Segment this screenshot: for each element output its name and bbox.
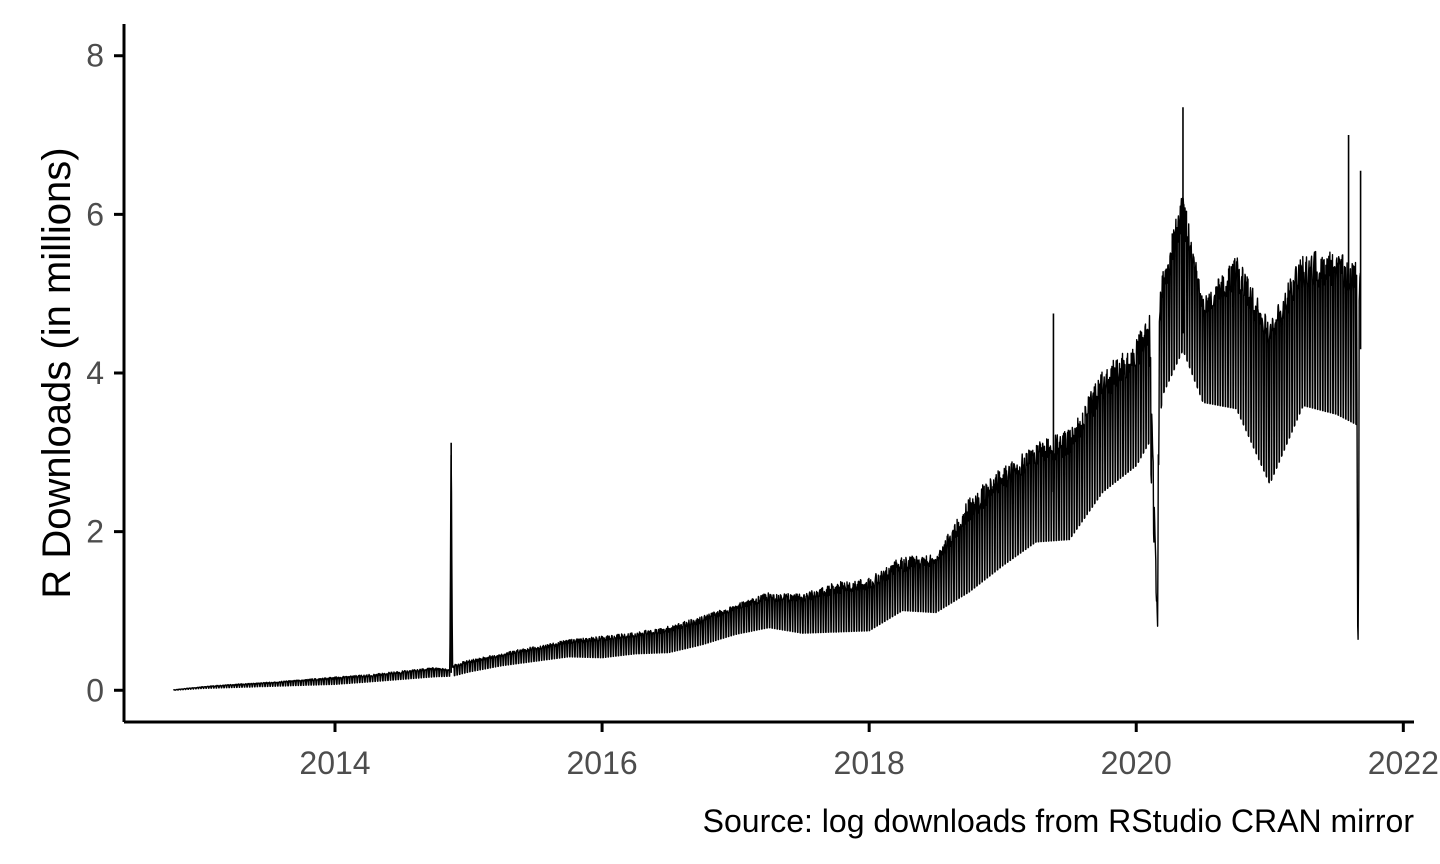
y-tick-label: 0 xyxy=(86,672,104,708)
downloads-series-line xyxy=(172,197,1361,691)
x-tick-label: 2020 xyxy=(1101,745,1172,781)
y-ticks: 0 2 4 6 8 xyxy=(86,38,124,708)
y-tick-label: 6 xyxy=(86,196,104,232)
x-tick-label: 2018 xyxy=(834,745,905,781)
series-layer xyxy=(172,107,1362,691)
x-tick-label: 2014 xyxy=(299,745,370,781)
x-tick-label: 2016 xyxy=(566,745,637,781)
y-tick-label: 2 xyxy=(86,514,104,550)
y-axis-title: R Downloads (in millions) xyxy=(35,147,79,598)
y-tick-label: 8 xyxy=(86,38,104,74)
x-ticks: 2014 2016 2018 2020 2022 xyxy=(299,722,1439,781)
chart-caption: Source: log downloads from RStudio CRAN … xyxy=(703,803,1415,839)
y-tick-label: 4 xyxy=(86,355,104,391)
x-tick-label: 2022 xyxy=(1368,745,1439,781)
